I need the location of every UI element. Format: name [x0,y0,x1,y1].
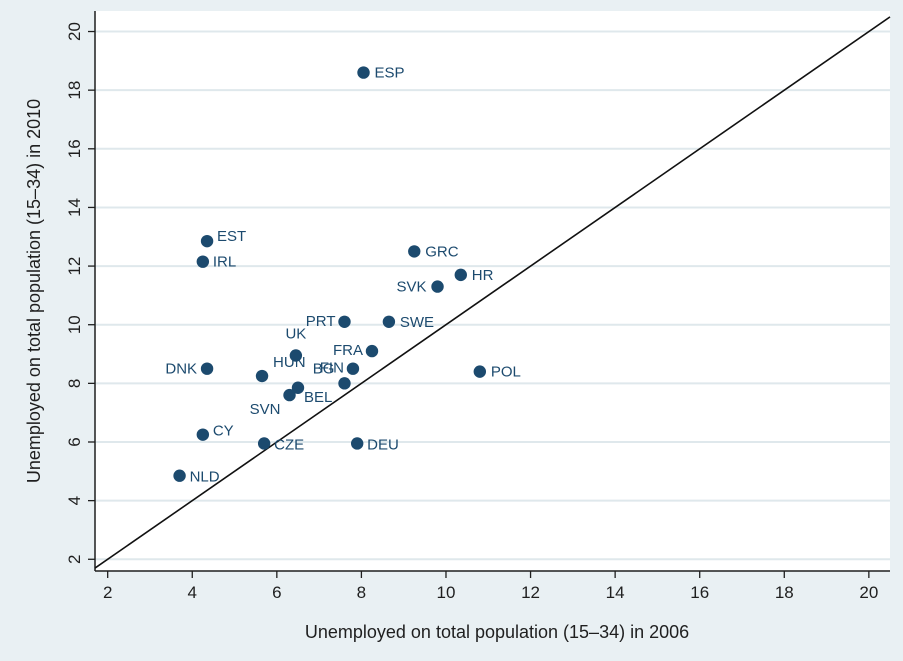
point-label-hun: HUN [273,354,306,371]
data-point-svk [431,280,444,293]
y-tick-label: 14 [65,198,84,217]
point-label-bel: BEL [304,389,332,406]
point-label-cy: CY [213,423,234,440]
x-tick-label: 8 [357,583,366,602]
point-label-cze: CZE [274,436,304,453]
data-point-hun [255,369,269,383]
data-point-cy [196,428,210,441]
gridlines [95,30,890,561]
data-point-prt [338,315,351,328]
point-label-dnk: DNK [165,361,197,378]
y-tick-label: 20 [65,22,84,41]
x-tick-label: 16 [690,583,709,602]
y-tick-label: 16 [65,139,84,158]
y-tick-label: 18 [65,81,84,100]
data-point-fin [346,362,360,375]
x-tick-label: 4 [188,583,197,602]
data-point-dnk [200,362,214,375]
data-point-cze [257,437,271,450]
x-tick-label: 12 [521,583,540,602]
point-label-swe: SWE [400,314,434,331]
x-axis-title: Unemployed on total population (15–34) i… [305,622,689,642]
diagonal-reference-line [94,16,891,569]
y-tick-label: 2 [65,555,84,564]
y-equals-x-line [94,16,891,569]
x-tick-label: 20 [859,583,878,602]
point-label-fra: FRA [333,342,363,359]
point-label-bg: BG [313,360,335,377]
data-point-fra [365,344,379,358]
data-point-hr [454,268,467,282]
x-axis-ticks: 2 4 6 8 10 12 14 16 18 20 [103,571,878,602]
point-label-svn: SVN [250,401,281,418]
data-point-est [200,234,214,248]
data-point-bel [291,381,305,394]
data-point-esp [357,66,370,79]
point-label-svk: SVK [397,279,427,296]
point-label-deu: DEU [367,436,399,453]
data-point-deu [350,437,364,450]
point-label-esp: ESP [375,65,405,82]
y-tick-label: 4 [65,496,84,505]
point-label-fin: FIN [320,360,344,377]
x-tick-label: 6 [272,583,281,602]
point-label-hr: HR [472,267,494,284]
data-point-swe [382,315,396,328]
y-tick-label: 10 [65,315,84,334]
y-tick-label: 8 [65,379,84,388]
data-point-irl [196,255,210,268]
point-label-grc: GRC [425,243,459,260]
y-tick-label: 6 [65,437,84,446]
data-point-uk [289,349,303,362]
y-axis-title: Unemployed on total population (15–34) i… [24,99,44,483]
x-tick-label: 2 [103,583,112,602]
point-label-prt: PRT [306,313,336,330]
data-point-svn [283,388,296,402]
point-label-irl: IRL [213,254,236,271]
data-point-pol [473,365,487,378]
y-axis-ticks: 2 4 6 8 10 12 14 16 18 20 [65,22,95,564]
data-point-nld [173,469,186,482]
point-label-pol: POL [491,364,521,381]
y-tick-label: 12 [65,257,84,276]
x-tick-label: 14 [606,583,625,602]
point-label-est: EST [217,228,246,245]
x-tick-label: 18 [775,583,794,602]
data-point-bg [338,377,351,390]
x-tick-label: 10 [437,583,456,602]
data-point-grc [408,245,421,258]
point-label-nld: NLD [190,469,220,486]
plot-background [95,11,890,571]
point-label-uk: UK [285,326,306,343]
